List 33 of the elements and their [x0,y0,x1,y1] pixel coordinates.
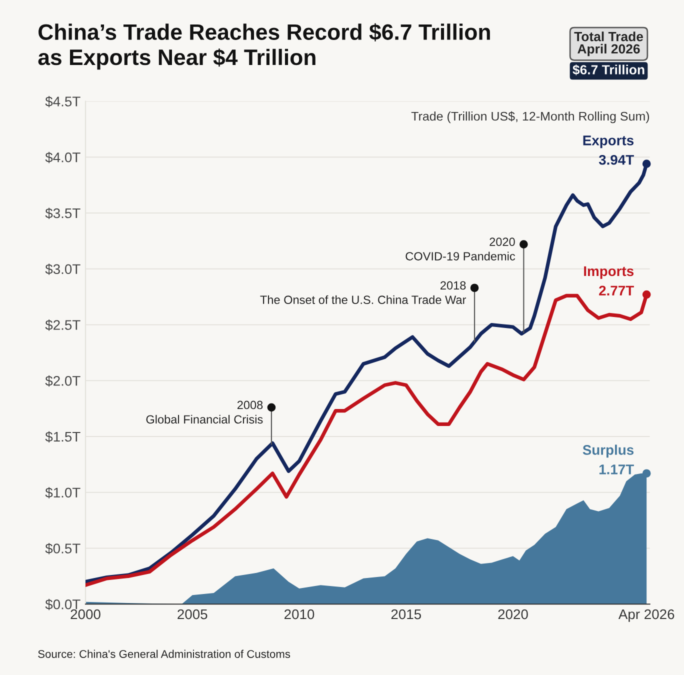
x-tick-label: Apr 2026 [618,609,674,622]
y-tick-label: $1.0T [45,487,80,498]
series-label: Exports [583,136,634,148]
x-tick-label: 2005 [178,609,208,620]
text: Total Trade April 2026 [574,32,644,56]
y-tick-label: $0.5T [45,543,80,554]
point [642,290,651,299]
y-axis-title: Trade (Trillion US$, 12-Month Rolling Sum) [411,111,650,124]
y-tick-label: $1.5T [45,431,80,442]
y-tick-label: $3.0T [45,264,80,275]
x-tick-label: 2000 [70,609,100,620]
y-tick-label: $2.0T [45,375,80,387]
x-tick-label: 2010 [284,609,314,620]
annotation: 2008 Global Financial Crisis [146,400,263,424]
chart-title: China’s Trade Reaches Record $6.7 Trillion as Exports Near $4 Trillion [38,23,490,70]
y-tick-label: $2.5T [45,320,80,331]
y-tick-label: $0.0T [45,598,80,610]
data-label: 3.94T [598,154,634,165]
text: $6.7 Trillion [572,64,644,76]
annotation: 2020 COVID-19 Pandemic [406,238,516,260]
point [642,469,651,478]
point [642,160,651,168]
y-tick-label: $4.0T [45,152,80,164]
annotation: 2018 The Onset of the U.S. China Trade War [260,281,466,304]
x-tick-label: 2020 [498,609,528,620]
x-tick-label: 2015 [391,609,421,620]
data-label: 1.17T [599,464,634,474]
series-label: Imports [584,266,634,279]
source-note: Source: China's General Administration of Customs [38,650,290,658]
y-tick-label: $3.5T [45,208,80,219]
series-label: Surplus [582,444,634,458]
data-label: 2.77T [599,286,634,296]
y-tick-label: $4.5T [45,96,80,108]
